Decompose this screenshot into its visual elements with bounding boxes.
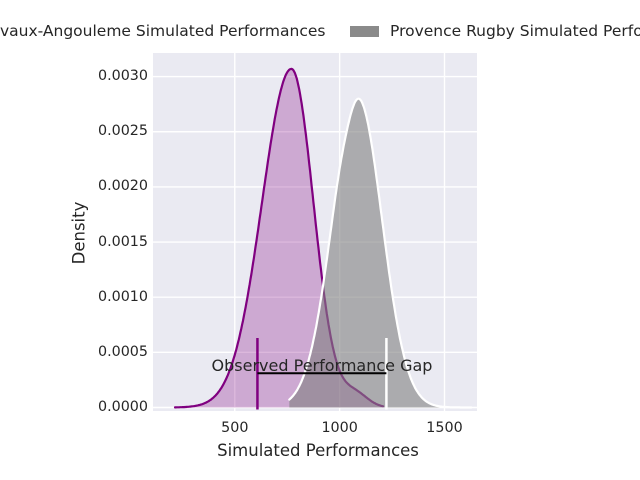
y-tick-label: 0.0010 xyxy=(97,288,148,305)
legend-label-team2: Provence Rugby Simulated Perfo xyxy=(390,22,640,40)
x-tick-label: 500 xyxy=(221,420,249,436)
observed-gap-annotation: Observed Performance Gap xyxy=(211,356,433,375)
y-tick-label: 0.0020 xyxy=(97,178,148,195)
legend-swatch-gray xyxy=(350,25,379,37)
y-tick-label: 0.0025 xyxy=(97,123,148,140)
legend-item-team1: vaux-Angouleme Simulated Performances xyxy=(0,22,325,40)
y-tick-label: 0.0030 xyxy=(97,68,148,85)
kde-curve-2 xyxy=(288,97,473,409)
legend: vaux-Angouleme Simulated Performances Pr… xyxy=(0,0,640,46)
y-tick-label: 0.0015 xyxy=(97,233,148,250)
legend-item-team2: Provence Rugby Simulated Perfo xyxy=(350,22,640,40)
y-tick-label: 0.0005 xyxy=(97,343,148,360)
legend-label-team1: vaux-Angouleme Simulated Performances xyxy=(0,22,326,40)
x-tick-label: 1500 xyxy=(426,420,463,436)
x-tick-label: 1000 xyxy=(321,420,358,436)
kde-fill-1 xyxy=(175,68,384,408)
x-axis-label: Simulated Performances xyxy=(217,441,419,460)
kde-fill-2 xyxy=(289,98,472,408)
y-tick-label: 0.0000 xyxy=(97,399,148,415)
